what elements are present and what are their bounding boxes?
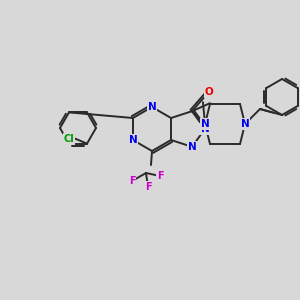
Text: N: N: [148, 102, 156, 112]
Text: Cl: Cl: [64, 134, 74, 144]
Text: N: N: [201, 119, 209, 129]
Text: N: N: [200, 124, 209, 134]
Text: F: F: [129, 176, 135, 186]
Text: F: F: [157, 171, 163, 181]
Text: N: N: [241, 119, 249, 129]
Text: N: N: [188, 142, 196, 152]
Text: O: O: [205, 87, 213, 97]
Text: N: N: [129, 135, 137, 145]
Text: F: F: [145, 182, 151, 192]
